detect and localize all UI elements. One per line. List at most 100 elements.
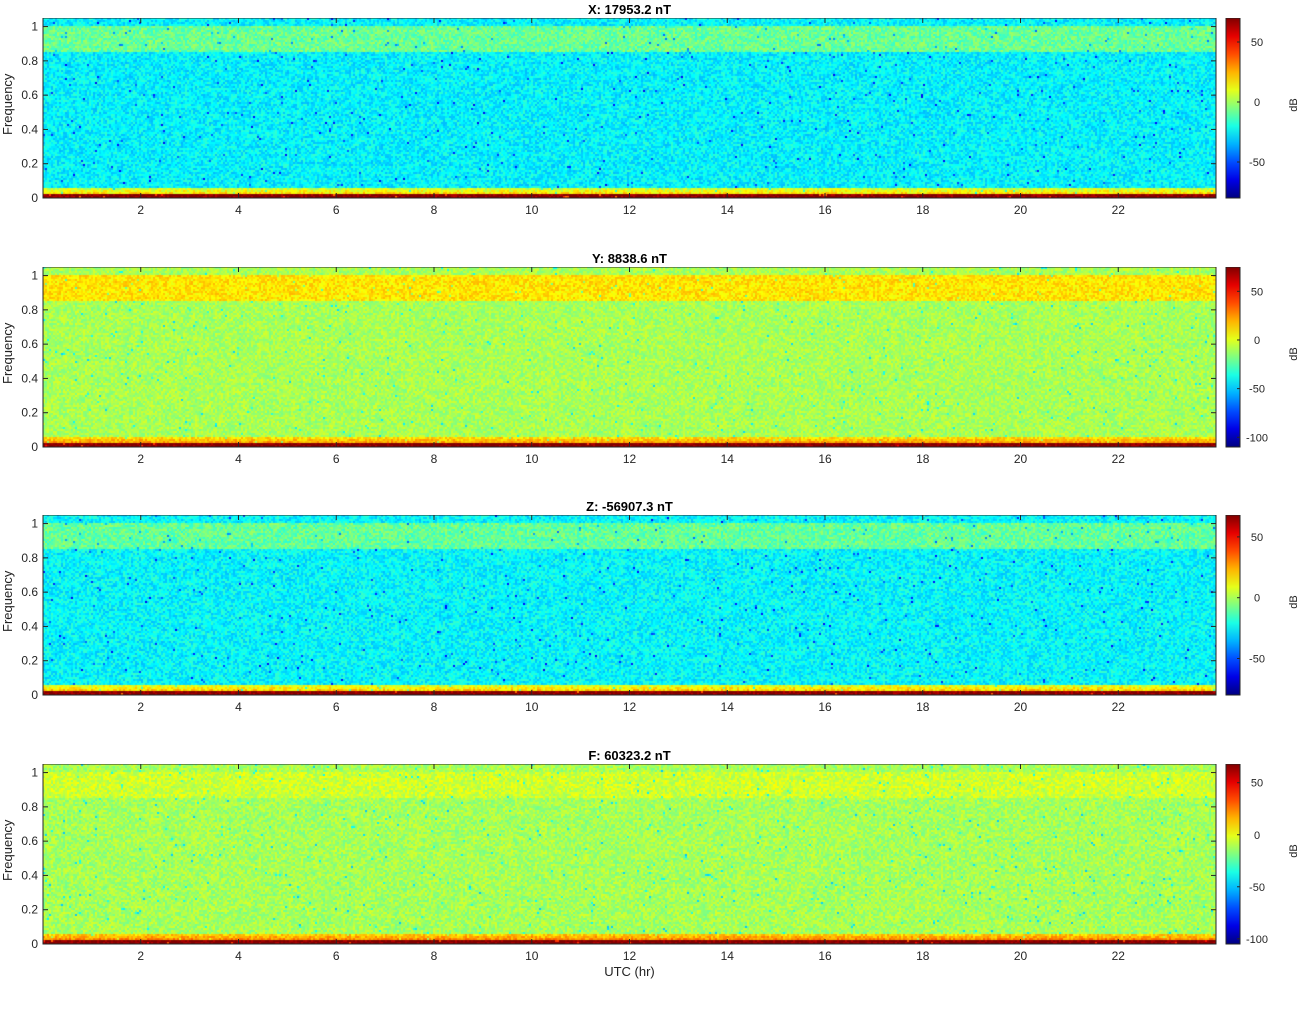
y-tick-label: 0.8 bbox=[21, 800, 38, 814]
x-tick-label: 20 bbox=[1014, 452, 1028, 466]
x-tick-label: 18 bbox=[916, 949, 930, 963]
x-tick-label: 8 bbox=[431, 700, 438, 714]
panel-title: F: 60323.2 nT bbox=[588, 748, 671, 763]
x-tick-label: 18 bbox=[916, 452, 930, 466]
colorbar-tick-label: 50 bbox=[1251, 778, 1263, 790]
x-tick-label: 16 bbox=[818, 203, 832, 217]
spectrogram-panel-y: Y: 8838.6 nT Frequency dB 2 4 6 8 10 12 14 16 18… bbox=[0, 251, 1305, 515]
y-tick-label: 0.4 bbox=[21, 868, 38, 882]
x-tick-label: 14 bbox=[721, 949, 735, 963]
y-tick-label: 1 bbox=[31, 766, 38, 780]
x-tick-label: 10 bbox=[525, 700, 539, 714]
x-tick-label: 22 bbox=[1112, 949, 1126, 963]
y-tick-label: 0.6 bbox=[21, 337, 38, 351]
y-tick-label: 0.4 bbox=[21, 619, 38, 633]
x-tick-label: 10 bbox=[525, 452, 539, 466]
x-tick-label: 8 bbox=[431, 203, 438, 217]
colorbar-tick-label: -50 bbox=[1249, 384, 1265, 396]
colorbar-tick-label: 0 bbox=[1254, 335, 1260, 347]
colorbar-tick-label: 50 bbox=[1251, 286, 1263, 298]
colorbar-tick-label: -100 bbox=[1246, 432, 1268, 444]
x-tick-label: 12 bbox=[623, 452, 637, 466]
x-tick-label: 4 bbox=[235, 452, 242, 466]
panel-title: Y: 8838.6 nT bbox=[592, 251, 667, 266]
colorbar bbox=[1225, 267, 1241, 448]
x-tick-label: 6 bbox=[333, 452, 340, 466]
y-tick-label: 0 bbox=[31, 191, 38, 205]
y-tick-label: 0.8 bbox=[21, 54, 38, 68]
x-tick-label: 2 bbox=[137, 203, 144, 217]
spectrogram-image bbox=[43, 18, 1216, 198]
spectrogram-svg: 2 4 6 8 10 12 14 16 18 20 22 0 0.2 0.4 0.6 0.8 1 -50 0 50 bbox=[21, 515, 1265, 714]
spectrogram-image bbox=[43, 267, 1216, 447]
x-tick-label: 4 bbox=[235, 203, 242, 217]
x-tick-label: 8 bbox=[431, 452, 438, 466]
x-tick-label: 4 bbox=[235, 700, 242, 714]
y-tick-label: 0.8 bbox=[21, 303, 38, 317]
colorbar bbox=[1225, 515, 1241, 696]
spectrogram-panel-z: Z: -56907.3 nT Frequency dB 2 4 6 8 10 12 14 16… bbox=[0, 499, 1305, 763]
colorbar-tick-label: 50 bbox=[1251, 532, 1263, 544]
x-tick-label: 14 bbox=[721, 452, 735, 466]
x-tick-label: 6 bbox=[333, 949, 340, 963]
colorbar bbox=[1225, 18, 1241, 199]
x-tick-label: 14 bbox=[721, 700, 735, 714]
x-tick-label: 20 bbox=[1014, 700, 1028, 714]
x-tick-label: 2 bbox=[137, 949, 144, 963]
y-tick-label: 1 bbox=[31, 20, 38, 34]
y-tick-label: 0.6 bbox=[21, 585, 38, 599]
x-tick-label: 12 bbox=[623, 949, 637, 963]
y-tick-label: 1 bbox=[31, 269, 38, 283]
y-tick-label: 0.8 bbox=[21, 551, 38, 565]
x-tick-label: 10 bbox=[525, 949, 539, 963]
panel-title: Z: -56907.3 nT bbox=[586, 499, 673, 514]
spectrogram-svg: 2 4 6 8 10 12 14 16 18 20 22 0 0.2 0.4 0.6 0.8 1 -50 0 50 bbox=[21, 18, 1265, 217]
spectrogram-svg: 2 4 6 8 10 12 14 16 18 20 22 0 0.2 0.4 0.6 0.8 1 -100 -50 0… bbox=[21, 267, 1268, 466]
x-tick-label: 14 bbox=[721, 203, 735, 217]
x-tick-label: 22 bbox=[1112, 700, 1126, 714]
y-tick-label: 0.2 bbox=[21, 406, 38, 420]
colorbar-tick-label: 0 bbox=[1254, 830, 1260, 842]
x-tick-label: 22 bbox=[1112, 452, 1126, 466]
y-tick-label: 0.4 bbox=[21, 122, 38, 136]
x-tick-label: 20 bbox=[1014, 949, 1028, 963]
x-tick-label: 6 bbox=[333, 700, 340, 714]
colorbar-tick-label: -50 bbox=[1249, 654, 1265, 666]
y-tick-label: 0.6 bbox=[21, 834, 38, 848]
x-tick-label: 16 bbox=[818, 949, 832, 963]
y-tick-label: 0.2 bbox=[21, 903, 38, 917]
spectrogram-panel-x: X: 17953.2 nT Frequency dB 2 4 6 8 10 12 14 16 1… bbox=[0, 2, 1305, 266]
spectrogram-image bbox=[43, 515, 1216, 695]
colorbar-tick-label: -100 bbox=[1246, 934, 1268, 946]
colorbar-tick-label: 0 bbox=[1254, 97, 1260, 109]
colorbar-tick-label: 0 bbox=[1254, 593, 1260, 605]
x-tick-label: 16 bbox=[818, 452, 832, 466]
spectrogram-svg: 2 4 6 8 10 12 14 16 18 20 22 0 0.2 0.4 0.6 0.8 1 -100 -50 0… bbox=[21, 764, 1268, 963]
x-tick-label: 6 bbox=[333, 203, 340, 217]
colorbar bbox=[1225, 764, 1241, 945]
colorbar-tick-label: -50 bbox=[1249, 157, 1265, 169]
x-tick-label: 10 bbox=[525, 203, 539, 217]
y-tick-label: 0.2 bbox=[21, 157, 38, 171]
y-tick-label: 0 bbox=[31, 688, 38, 702]
x-tick-label: 4 bbox=[235, 949, 242, 963]
x-tick-label: 8 bbox=[431, 949, 438, 963]
x-tick-label: 2 bbox=[137, 452, 144, 466]
y-tick-label: 0.4 bbox=[21, 371, 38, 385]
x-tick-label: 20 bbox=[1014, 203, 1028, 217]
x-axis-label: UTC (hr) bbox=[604, 964, 655, 979]
y-tick-label: 0 bbox=[31, 440, 38, 454]
spectrogram-image bbox=[43, 764, 1216, 944]
x-tick-label: 18 bbox=[916, 203, 930, 217]
colorbar-tick-label: 50 bbox=[1251, 37, 1263, 49]
spectrogram-panel-f: F: 60323.2 nT Frequency dB 2 4 6 8 10 12 14 16 1… bbox=[0, 748, 1305, 1012]
y-tick-label: 1 bbox=[31, 517, 38, 531]
colorbar-tick-label: -50 bbox=[1249, 882, 1265, 894]
x-tick-label: 16 bbox=[818, 700, 832, 714]
x-tick-label: 18 bbox=[916, 700, 930, 714]
y-tick-label: 0.6 bbox=[21, 88, 38, 102]
figure: X: 17953.2 nT Frequency dB 2 4 6 8 10 12 14 16 1… bbox=[0, 2, 1305, 979]
x-tick-label: 22 bbox=[1112, 203, 1126, 217]
x-tick-label: 12 bbox=[623, 700, 637, 714]
y-tick-label: 0 bbox=[31, 937, 38, 951]
